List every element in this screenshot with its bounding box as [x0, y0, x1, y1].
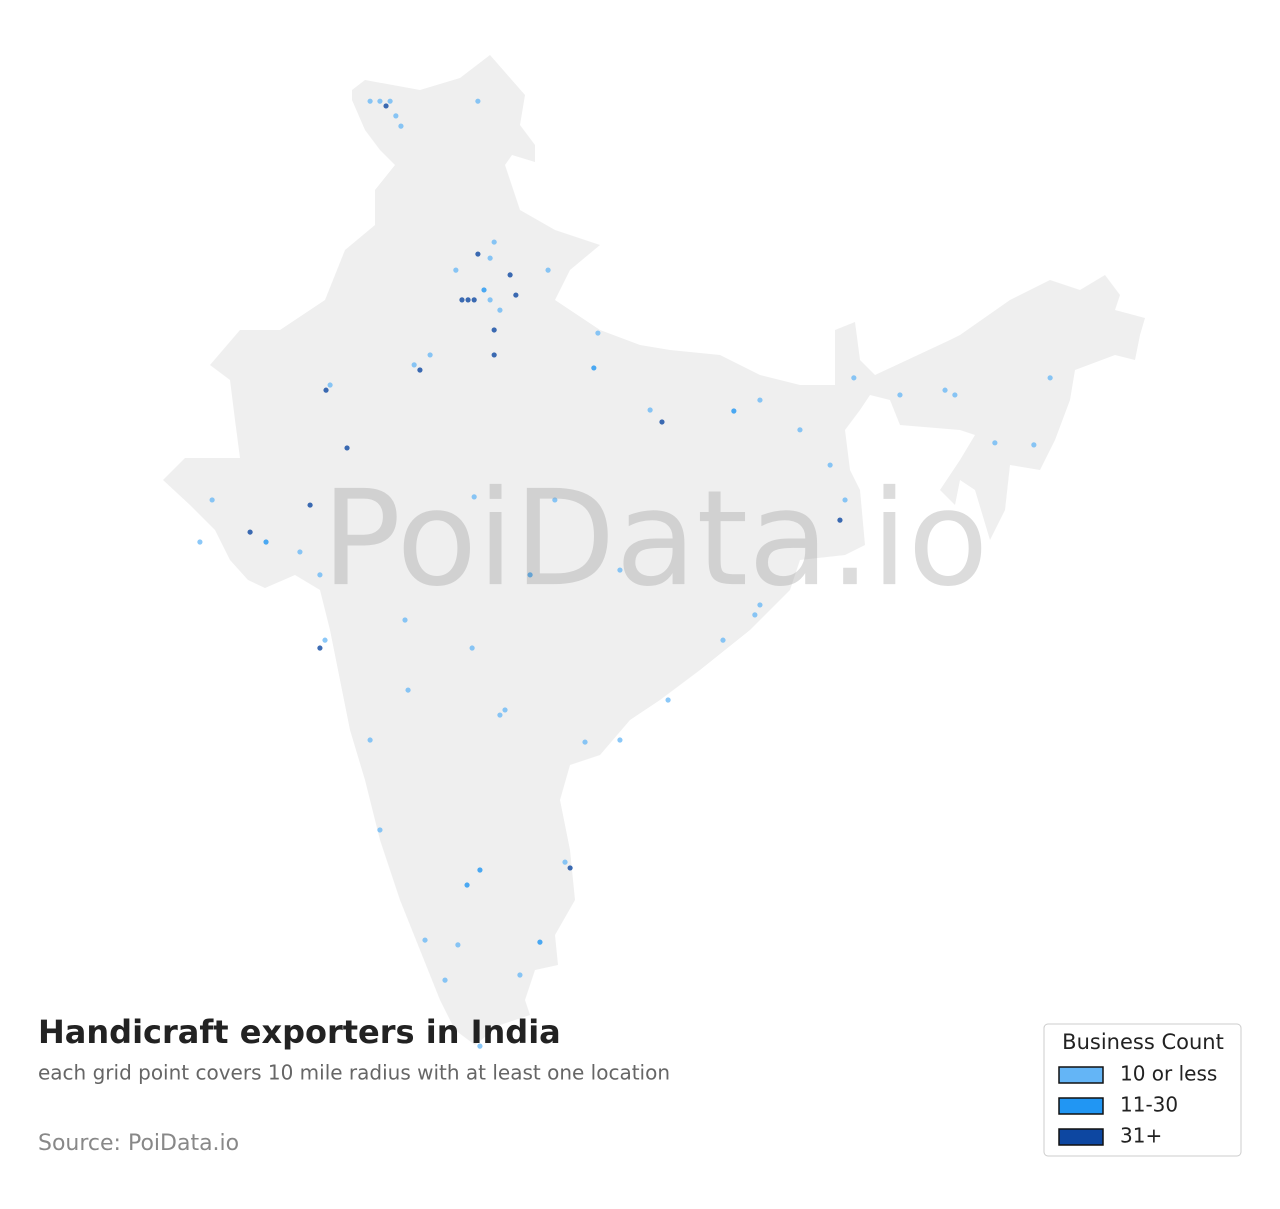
grid-point — [263, 539, 269, 545]
grid-point — [322, 637, 328, 643]
grid-point — [545, 267, 551, 273]
grid-point — [453, 267, 459, 273]
grid-point — [477, 1043, 483, 1049]
grid-point — [464, 882, 470, 888]
grid-point — [562, 859, 568, 865]
grid-point — [731, 408, 737, 414]
grid-point — [481, 287, 487, 293]
legend-label: 11-30 — [1120, 1093, 1178, 1117]
title: Handicraft exporters in India — [38, 1013, 561, 1051]
grid-point — [465, 297, 471, 303]
grid-point — [471, 494, 477, 500]
grid-point — [487, 255, 493, 261]
grid-point — [827, 462, 833, 468]
grid-point — [247, 529, 253, 535]
grid-point — [197, 539, 203, 545]
legend-label: 31+ — [1120, 1124, 1162, 1148]
legend-swatch — [1058, 1128, 1104, 1146]
grid-point — [757, 602, 763, 608]
grid-point — [851, 375, 857, 381]
grid-point — [582, 739, 588, 745]
grid-point — [665, 697, 671, 703]
grid-point — [952, 392, 958, 398]
grid-point — [897, 392, 903, 398]
grid-point — [837, 517, 843, 523]
grid-point — [475, 98, 481, 104]
grid-point — [471, 297, 477, 303]
grid-point — [497, 307, 503, 313]
grid-point — [344, 445, 350, 451]
legend-title: Business Count — [1062, 1030, 1224, 1054]
legend-swatch — [1058, 1066, 1104, 1084]
grid-point — [422, 937, 428, 943]
grid-point — [469, 645, 475, 651]
grid-point — [1031, 442, 1037, 448]
grid-point — [367, 98, 373, 104]
grid-point — [405, 687, 411, 693]
grid-point — [527, 572, 533, 578]
grid-point — [459, 297, 465, 303]
source: Source: PoiData.io — [38, 1131, 239, 1156]
grid-point — [317, 572, 323, 578]
grid-point — [647, 407, 653, 413]
grid-point — [323, 387, 329, 393]
grid-point — [591, 365, 597, 371]
grid-point — [427, 352, 433, 358]
grid-point — [367, 737, 373, 743]
grid-point — [1047, 375, 1053, 381]
grid-point — [537, 939, 543, 945]
grid-point — [517, 972, 523, 978]
grid-point — [417, 367, 423, 373]
grid-point — [617, 567, 623, 573]
grid-point — [513, 292, 519, 298]
grid-point — [477, 867, 483, 873]
grid-point — [398, 123, 404, 129]
grid-point — [307, 502, 313, 508]
grid-point — [497, 712, 503, 718]
legend-label: 10 or less — [1120, 1062, 1217, 1086]
legend-box — [1043, 1023, 1242, 1157]
grid-point — [442, 977, 448, 983]
grid-point — [491, 239, 497, 245]
subtitle: each grid point covers 10 mile radius wi… — [38, 1061, 670, 1085]
grid-point — [377, 98, 383, 104]
watermark: PoiData.io — [322, 462, 989, 616]
grid-point — [797, 427, 803, 433]
grid-point — [720, 637, 726, 643]
grid-point — [402, 617, 408, 623]
grid-point — [595, 330, 601, 336]
legend-swatch — [1058, 1097, 1104, 1115]
grid-point — [992, 440, 998, 446]
grid-point — [383, 103, 389, 109]
grid-point — [942, 387, 948, 393]
grid-point — [455, 942, 461, 948]
grid-point — [377, 827, 383, 833]
grid-point — [387, 98, 393, 104]
grid-point — [209, 497, 215, 503]
grid-point — [327, 382, 333, 388]
grid-point — [475, 251, 481, 257]
grid-point — [502, 707, 508, 713]
grid-point — [411, 362, 417, 368]
grid-point — [297, 549, 303, 555]
grid-point — [491, 327, 497, 333]
grid-point — [487, 297, 493, 303]
grid-point — [491, 352, 497, 358]
grid-point — [567, 865, 573, 871]
grid-point — [507, 272, 513, 278]
grid-point — [659, 419, 665, 425]
grid-point — [752, 612, 758, 618]
grid-point — [393, 113, 399, 119]
grid-point — [842, 497, 848, 503]
grid-point — [757, 397, 763, 403]
grid-point — [617, 737, 623, 743]
grid-point — [552, 497, 558, 503]
india-outline — [163, 55, 1145, 1045]
grid-point — [317, 645, 323, 651]
